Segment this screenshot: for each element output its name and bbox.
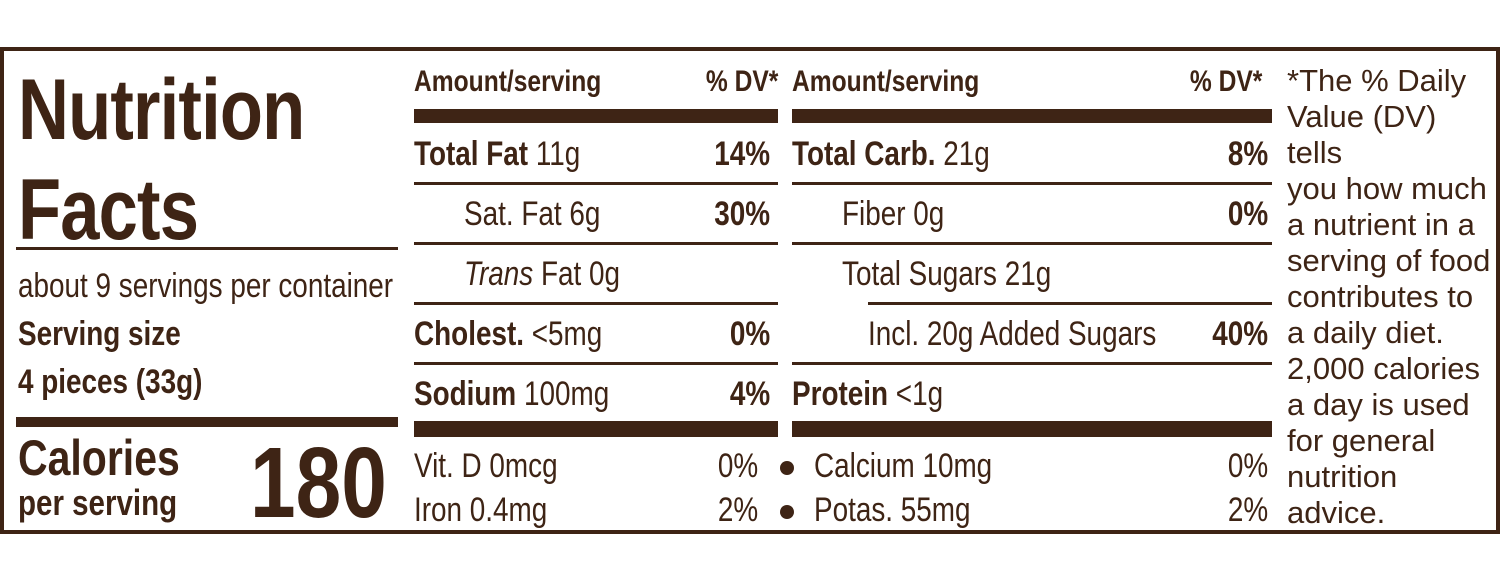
divider (16, 247, 398, 250)
iron-row: Iron 0.4mg (414, 491, 548, 529)
daily-value-footnote: *The % Daily Value (DV) tells you how mu… (1287, 63, 1491, 530)
added-sugars-row: Incl. 20g Added Sugars (868, 315, 1157, 353)
header-amount-right: Amount/serving (792, 65, 980, 98)
fiber-dv: 0% (1227, 195, 1268, 233)
divider (414, 242, 778, 245)
bullet-icon (780, 505, 794, 519)
calories-subtitle: per serving (18, 482, 178, 523)
calcium-row: Calcium 10mg (814, 447, 993, 485)
total-fat-dv: 14% (714, 135, 770, 173)
iron-dv: 2% (717, 491, 758, 529)
fiber-row: Fiber 0g (842, 195, 945, 233)
protein-row: Protein <1g (792, 375, 944, 413)
calories-value: 180 (250, 427, 387, 539)
thick-divider (414, 421, 778, 437)
total-carb-dv: 8% (1227, 135, 1268, 173)
divider (792, 182, 1272, 185)
total-fat-row: Total Fat 11g (414, 135, 581, 173)
vitamin-d-row: Vit. D 0mcg (414, 447, 558, 485)
divider (868, 302, 1272, 305)
divider (414, 362, 778, 365)
header-amount-left: Amount/serving (414, 65, 602, 98)
servings-per-container: about 9 servings per container (18, 267, 394, 305)
added-sugars-dv: 40% (1212, 315, 1268, 353)
thick-divider (792, 109, 1272, 123)
divider (414, 302, 778, 305)
potassium-row: Potas. 55mg (814, 491, 971, 529)
thick-divider (792, 421, 1272, 437)
calcium-dv: 0% (1227, 447, 1268, 485)
divider (792, 362, 1272, 365)
sat-fat-row: Sat. Fat 6g (464, 195, 601, 233)
title-line-1: Nutrition (18, 62, 305, 158)
nutrition-facts-label: Nutrition Facts about 9 servings per con… (0, 47, 1500, 534)
divider (414, 182, 778, 185)
cholesterol-row: Cholest. <5mg (414, 315, 603, 353)
sodium-dv: 4% (729, 375, 770, 413)
header-dv-right: % DV* (1189, 65, 1262, 98)
thick-divider (414, 109, 778, 123)
serving-size-label: Serving size (18, 315, 181, 353)
trans-fat-row: Trans Fat 0g (464, 255, 620, 293)
total-sugars-row: Total Sugars 21g (842, 255, 1052, 293)
thick-divider (16, 417, 398, 427)
title-line-2: Facts (18, 162, 199, 258)
bullet-icon (780, 461, 794, 475)
sodium-row: Sodium 100mg (414, 375, 610, 413)
total-carb-row: Total Carb. 21g (792, 135, 990, 173)
potassium-dv: 2% (1227, 491, 1268, 529)
header-dv-left: % DV* (705, 65, 778, 98)
serving-size-value: 4 pieces (33g) (18, 363, 203, 401)
divider (792, 242, 1272, 245)
calories-label: Calories (18, 430, 180, 486)
cholesterol-dv: 0% (729, 315, 770, 353)
vitamin-d-dv: 0% (717, 447, 758, 485)
sat-fat-dv: 30% (714, 195, 770, 233)
